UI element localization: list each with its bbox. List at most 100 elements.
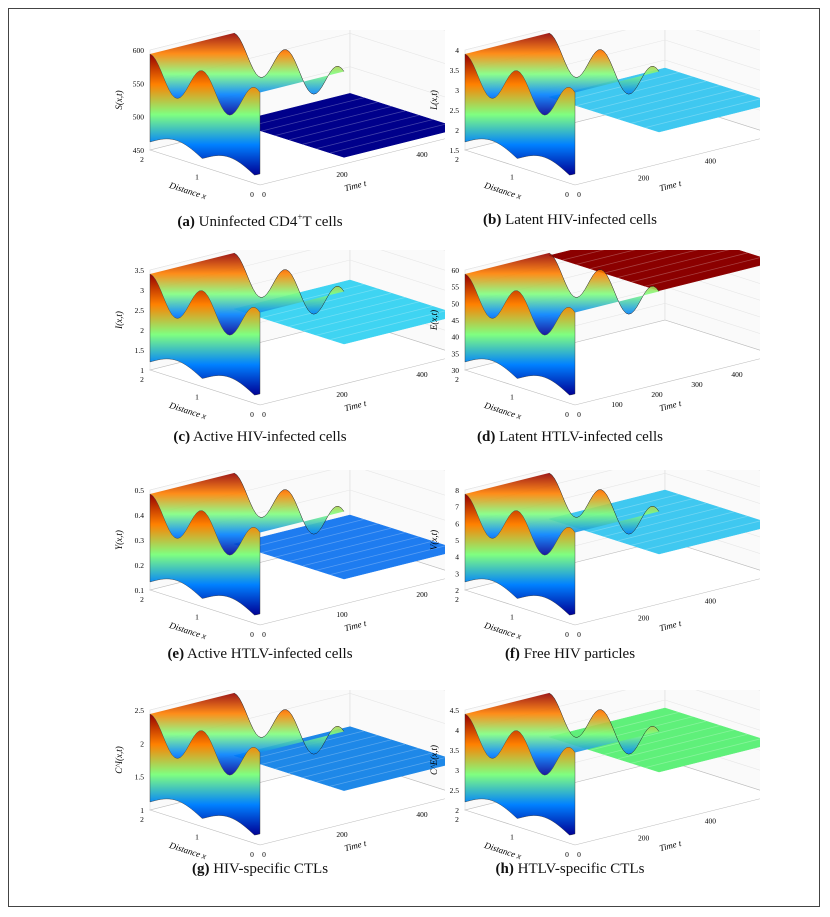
initial-top-band-f — [465, 473, 659, 556]
x-label-d: Distance x — [482, 400, 522, 422]
z-tick-f-5: 3 — [455, 569, 459, 578]
steady-plateau-a — [233, 93, 445, 158]
x-tick-b-1: 1 — [510, 173, 514, 182]
z-tick-e-0: 0.5 — [135, 486, 145, 495]
z-tick-d-0: 60 — [452, 266, 460, 275]
t-tick-d-0: 100 — [611, 400, 623, 409]
z-tick-e-3: 0.2 — [135, 561, 145, 570]
z-tick-b-4: 2 — [455, 126, 459, 135]
plot-d-svg: 605550454035302101002003004005000E(x,t)D… — [429, 250, 760, 422]
z-tick-h-3: 3 — [455, 766, 459, 775]
caption-c: (c) Active HIV-infected cells — [173, 429, 347, 445]
initial-surface-e — [149, 472, 345, 616]
x-tick-h-2: 0 — [565, 850, 569, 859]
x-tick-f-0: 2 — [455, 595, 459, 604]
z-tick-d-6: 30 — [452, 366, 460, 375]
t-tick-g-zero: 0 — [262, 850, 266, 859]
initial-front-wall-c — [149, 273, 261, 396]
steady-surface-a — [233, 93, 445, 158]
z-label-c: I(x,t) — [114, 311, 124, 330]
z-label-g: C^I(x,t) — [114, 746, 124, 774]
initial-top-band-c — [150, 253, 344, 336]
caption-b: (b) Latent HIV-infected cells — [483, 212, 657, 228]
z-tick-f-1: 7 — [455, 503, 459, 512]
initial-front-wall-f — [464, 493, 576, 616]
z-tick-a-1: 550 — [133, 79, 145, 88]
z-label-a: S(x,t) — [114, 90, 124, 109]
z-tick-e-1: 0.4 — [135, 511, 145, 520]
t-tick-a-1: 400 — [416, 150, 428, 159]
t-tick-a-zero: 0 — [262, 190, 266, 199]
initial-top-band-a — [150, 33, 344, 116]
z-label-d: E(x,t) — [429, 310, 439, 331]
caption-g: (g) HIV-specific CTLs — [191, 861, 329, 877]
x-label-a: Distance x — [167, 180, 207, 202]
z-label-e: Y(x,t) — [114, 530, 124, 550]
caption-d: (d) Latent HTLV-infected cells — [477, 429, 663, 445]
initial-top-band-e — [150, 473, 344, 556]
t-tick-c-0: 200 — [336, 390, 348, 399]
t-tick-b-zero: 0 — [577, 190, 581, 199]
t-tick-c-1: 400 — [416, 370, 428, 379]
x-tick-e-1: 1 — [195, 613, 199, 622]
x-tick-f-2: 0 — [565, 630, 569, 639]
t-tick-h-0: 200 — [638, 833, 650, 842]
t-tick-e-zero: 0 — [262, 630, 266, 639]
panel-g-plot: 2.5 2 1.5 1 2 1 0 200 400 0 C^I(x,t) Distance x Time… — [95, 690, 445, 880]
z-tick-d-3: 45 — [452, 316, 460, 325]
x-tick-g-1: 1 — [195, 833, 199, 842]
t-tick-d-zero: 0 — [577, 410, 581, 419]
x-tick-g-2: 0 — [250, 850, 254, 859]
z-tick-h-1: 4 — [455, 726, 459, 735]
z-tick-h-0: 4.5 — [450, 706, 460, 715]
x-label-f: Distance x — [482, 620, 522, 642]
panel-f-plot: 87654322102004006000V(x,t)Distance xTime… — [410, 470, 760, 660]
caption-f: (f) Free HIV particles — [504, 646, 636, 662]
panel-b-plot: 43.532.521.52102004006000L(x,t)Distance … — [410, 30, 760, 220]
initial-surface-a — [149, 32, 345, 176]
z-label-f: V(x,t) — [429, 530, 439, 550]
x-tick-g-0: 2 — [140, 815, 144, 824]
z-tick-d-2: 50 — [452, 299, 460, 308]
t-tick-f-0: 200 — [638, 613, 650, 622]
x-label-b: Distance x — [482, 180, 522, 202]
initial-surface-h — [464, 692, 660, 836]
z-label-h: C^E(x,t) — [429, 745, 439, 775]
caption-h: (h) HTLV-specific CTLs — [495, 861, 645, 877]
z-tick-e-4: 0.1 — [135, 586, 145, 595]
t-tick-h-zero: 0 — [577, 850, 581, 859]
t-label-e: Time t — [343, 618, 367, 633]
z-tick-c-5: 1 — [140, 366, 144, 375]
t-tick-f-1: 400 — [705, 597, 717, 606]
caption-a: (a) Uninfected CD4+T cells — [177, 212, 343, 230]
x-tick-f-1: 1 — [510, 613, 514, 622]
panel-e-plot: 0.5 0.4 0.3 0.2 0.1 2 1 0 100 200 0 Y(x,t) Distance … — [95, 470, 445, 660]
z-tick-f-0: 8 — [455, 486, 459, 495]
t-tick-f-zero: 0 — [577, 630, 581, 639]
z-tick-c-1: 3 — [140, 286, 144, 295]
t-tick-g-1: 400 — [416, 810, 428, 819]
panel-a-plot: 600 550 500 450 2 1 0 200 400 0 S(x,t) Distance x Ti… — [95, 30, 445, 220]
x-label-c: Distance x — [167, 400, 207, 422]
x-tick-e-0: 2 — [140, 595, 144, 604]
t-label-b: Time t — [658, 178, 682, 193]
steady-plateau-d — [548, 250, 760, 291]
initial-front-wall-e — [149, 493, 261, 616]
t-tick-d-3: 400 — [731, 370, 743, 379]
z-tick-b-2: 3 — [455, 86, 459, 95]
z-tick-h-5: 2 — [455, 806, 459, 815]
t-tick-b-1: 400 — [705, 157, 717, 166]
plot-h-svg: 4.543.532.522102004006000C^E(x,t)Distanc… — [429, 690, 760, 862]
initial-surface-f — [464, 472, 660, 616]
x-tick-h-0: 2 — [455, 815, 459, 824]
z-tick-d-1: 55 — [452, 283, 460, 292]
x-tick-e-2: 0 — [250, 630, 254, 639]
x-label-h: Distance x — [482, 840, 522, 862]
z-tick-g-2: 1.5 — [135, 773, 145, 782]
x-tick-a-1: 1 — [195, 173, 199, 182]
initial-top-band-d — [465, 253, 659, 336]
z-tick-h-4: 2.5 — [450, 786, 460, 795]
z-tick-g-0: 2.5 — [135, 706, 145, 715]
